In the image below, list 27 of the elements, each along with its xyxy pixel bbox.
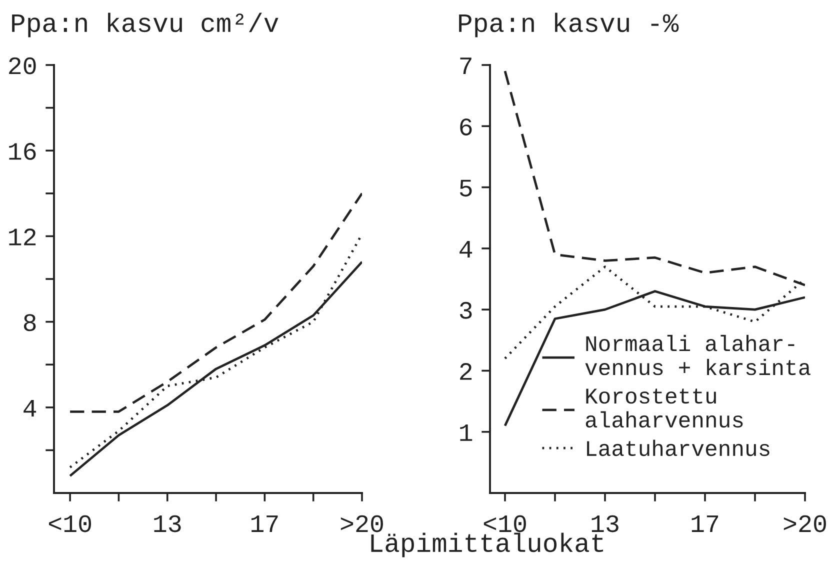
legend-label: Normaali alahar- vennus + karsinta: [585, 334, 810, 376]
y-tick-label: 16: [9, 142, 36, 160]
line-series: [68, 192, 362, 413]
x-tick-label: <10: [48, 515, 92, 532]
x-tick-label: 17: [251, 515, 278, 532]
x-tick-label: 13: [154, 515, 181, 532]
y-tick-label: 4: [460, 241, 472, 258]
x-tick-label: <10: [484, 515, 526, 532]
y-tick-label: 1: [460, 424, 472, 441]
y-tick-label: 2: [460, 363, 472, 380]
x-tick-label: >20: [784, 515, 826, 532]
y-tick-label: 3: [460, 302, 472, 319]
y-tick-label: 20: [9, 57, 36, 74]
y-tick-label: 5: [460, 180, 472, 197]
y-tick-label: 6: [460, 118, 472, 136]
legend-label: Laatuharvennus: [587, 440, 770, 456]
x-tick-label: 17: [692, 515, 718, 532]
y-axis-title: Ppa:n kasvu cm²/v: [12, 12, 278, 38]
y-axis-title: Ppa:n kasvu -%: [459, 12, 679, 38]
y-tick-label: 7: [460, 58, 472, 74]
y-tick-label: 4: [24, 400, 36, 416]
legend-label: Korostettu alaharvennus: [586, 388, 743, 428]
x-tick-label: 13: [592, 515, 618, 532]
x-tick-label: >20: [340, 515, 383, 532]
y-tick-label: 12: [9, 228, 36, 246]
y-tick-label: 8: [24, 314, 36, 332]
x-axis-title: Läpimittaluokat: [371, 532, 604, 558]
